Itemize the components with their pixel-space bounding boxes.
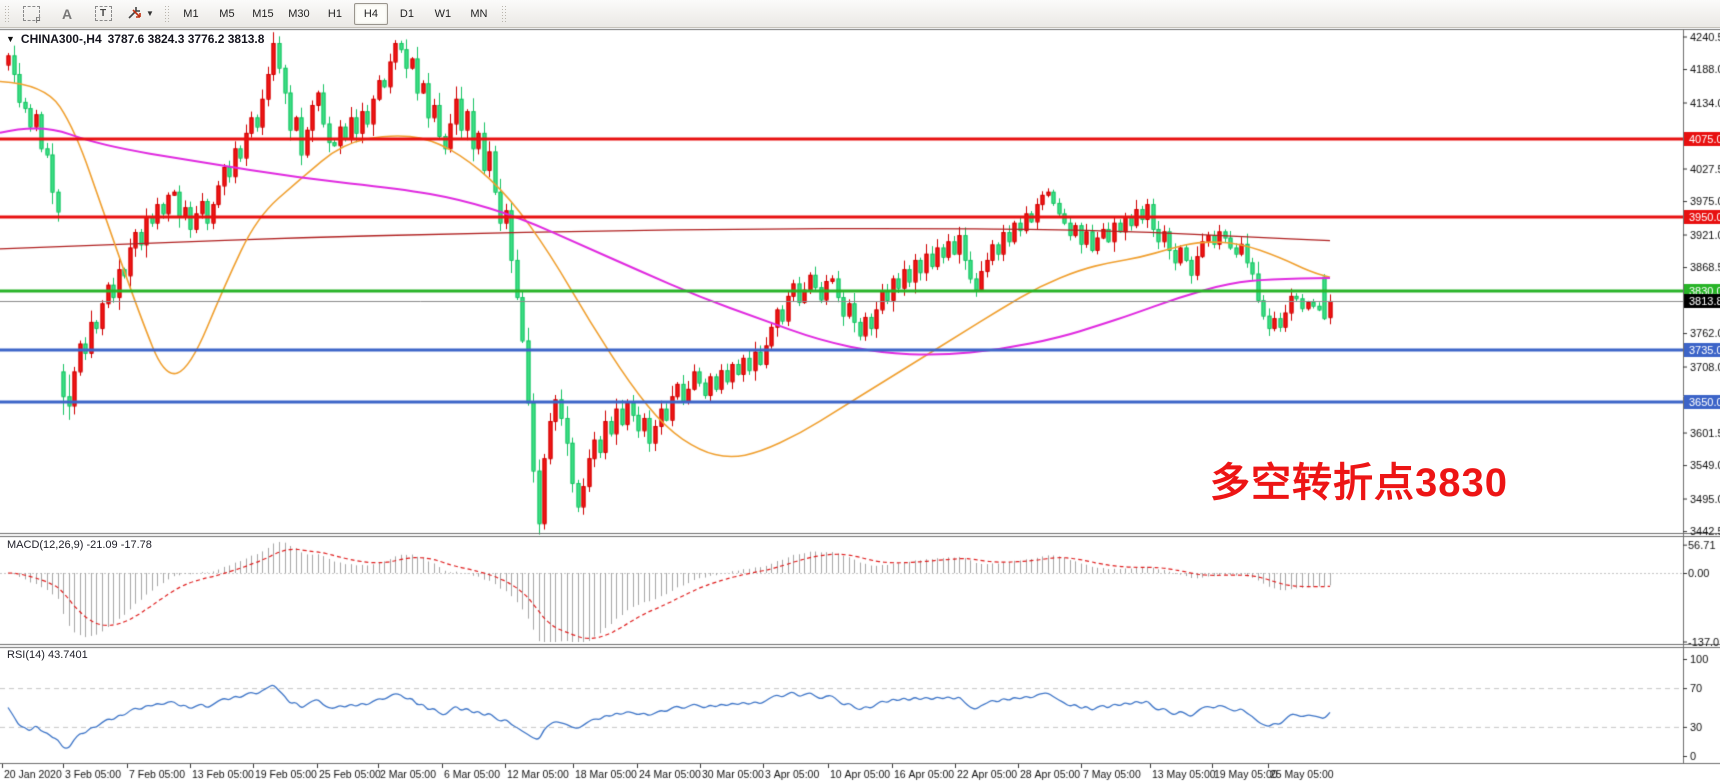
price-annotation-text: 多空转折点3830 — [1210, 461, 1508, 505]
letter-a-icon: A — [61, 5, 73, 22]
macd-panel-region[interactable] — [0, 537, 1683, 643]
text-label-tool-button[interactable]: A — [50, 3, 84, 25]
timeframe-button-group: M1 M5 M15 M30 H1 H4 D1 W1 MN — [173, 2, 497, 25]
timeframe-button-m30[interactable]: M30 — [288, 7, 310, 20]
chart-symbol-period: CHINA300-,H4 — [20, 32, 102, 46]
toolbar-separator-2 — [499, 3, 507, 24]
arrows-tool-icon — [128, 6, 141, 19]
frame-f-icon: F — [22, 6, 41, 25]
timeframe-button-m15[interactable]: M15 — [252, 7, 274, 20]
toolbar: F A T ▼ M1 M5 M15 M30 H1 H4 D1 W1 MN — [0, 0, 1720, 28]
frame-f-label: F — [35, 16, 41, 25]
chart-dropdown-icon[interactable]: ▼ — [6, 34, 15, 44]
rsi-panel-region[interactable] — [0, 647, 1683, 763]
macd-indicator-label: MACD(12,26,9) -21.09 -17.78 — [7, 539, 152, 551]
arrows-tool-button[interactable]: ▼ — [122, 3, 159, 25]
toolbar-drag-handle[interactable] — [3, 3, 10, 24]
toolbar-separator — [162, 3, 170, 24]
rsi-indicator-label: RSI(14) 43.7401 — [7, 649, 88, 661]
timeframe-button-h1[interactable]: H1 — [327, 7, 342, 20]
timeframe-button-m1[interactable]: M1 — [183, 7, 199, 20]
chart-title: ▼ CHINA300-,H4 3787.6 3824.3 3776.2 3813… — [6, 32, 264, 46]
text-box-tool-button[interactable]: T — [86, 3, 120, 25]
timeframe-button-d1[interactable]: D1 — [399, 7, 414, 20]
chevron-down-icon: ▼ — [146, 9, 154, 18]
frame-tool-button[interactable]: F — [14, 3, 48, 25]
boxed-t-icon: T — [94, 6, 112, 21]
timeframe-button-h4[interactable]: H4 — [353, 2, 388, 25]
timeframe-button-m5[interactable]: M5 — [219, 7, 235, 20]
timeframe-button-w1[interactable]: W1 — [434, 7, 452, 20]
chart-canvas[interactable] — [0, 28, 1720, 783]
timeframe-button-mn[interactable]: MN — [470, 7, 488, 20]
chart-ohlc-values: 3787.6 3824.3 3776.2 3813.8 — [107, 32, 265, 46]
